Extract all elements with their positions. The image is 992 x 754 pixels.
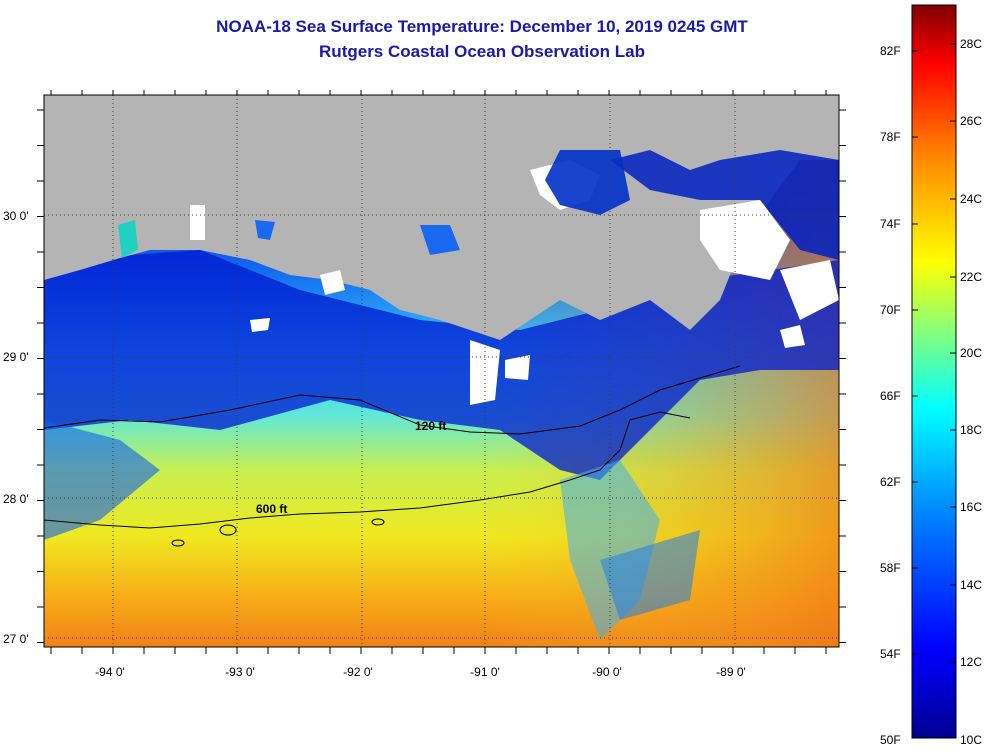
cold-eddy (600, 530, 700, 620)
cold-bay-water (545, 150, 630, 215)
colorbar-ticks (912, 43, 956, 663)
colorbar-f-label: 70F (880, 303, 901, 317)
colorbar-f-label: 58F (880, 561, 901, 575)
contour-label-600ft: 600 ft (256, 502, 287, 516)
map-image (44, 95, 839, 647)
cloud (505, 355, 530, 380)
isobath-600ft (44, 411, 691, 529)
colorbar-c-label: 10C (960, 733, 983, 747)
cloud (190, 205, 205, 240)
lon-label: -94 0' (95, 665, 125, 679)
colorbar-c-label: 22C (960, 270, 983, 284)
colorbar-c-label: 26C (960, 114, 983, 128)
isobath-island (219, 524, 237, 536)
graticule (44, 95, 839, 647)
isobath-120ft (44, 365, 741, 435)
contour-label-120ft: 120 ft (415, 419, 446, 433)
map-title: NOAA-18 Sea Surface Temperature: Decembe… (216, 17, 748, 36)
colorbar (911, 4, 957, 739)
cloud (700, 200, 790, 280)
cloud (470, 340, 500, 405)
cold-bay-water (610, 150, 839, 260)
cloud (250, 318, 270, 332)
lake (118, 220, 138, 258)
lat-label: 29 0' (3, 350, 29, 364)
isobath-island (171, 539, 185, 547)
isobath-island (371, 518, 385, 526)
colorbar-c-label: 24C (960, 192, 983, 206)
colorbar-c-label: 20C (960, 346, 983, 360)
colorbar-f-label: 66F (880, 389, 901, 403)
lon-label: -92 0' (343, 665, 373, 679)
colorbar-c-label: 16C (960, 500, 983, 514)
cloud (780, 325, 805, 348)
lon-label: -91 0' (470, 665, 500, 679)
lon-label: -89 0' (716, 665, 746, 679)
colorbar-f-label: 62F (880, 475, 901, 489)
colorbar-c-label: 28C (960, 37, 983, 51)
colorbar-f-label: 74F (880, 217, 901, 231)
cloud (780, 260, 839, 320)
colorbar-f-label: 78F (880, 130, 901, 144)
cold-nearshore-water (44, 250, 839, 480)
lat-label: 28 0' (3, 492, 29, 506)
axis-ticks (37, 90, 846, 654)
colorbar-c-label: 14C (960, 578, 983, 592)
colorbar-c-label: 12C (960, 655, 983, 669)
cloud (320, 270, 345, 295)
map-subtitle: Rutgers Coastal Ocean Observation Lab (319, 42, 645, 61)
lat-label: 27 0' (3, 632, 29, 646)
colorbar-f-label: 82F (880, 44, 901, 58)
lake (420, 225, 460, 255)
colorbar-f-label: 54F (880, 647, 901, 661)
lon-label: -90 0' (592, 665, 622, 679)
colorbar-f-label: 50F (880, 733, 901, 747)
cold-plume-west (44, 420, 160, 540)
map-frame (43, 94, 840, 648)
colorbar-c-label: 18C (960, 423, 983, 437)
lake (255, 220, 275, 240)
lon-label: -93 0' (225, 665, 255, 679)
lat-label: 30 0' (3, 209, 29, 223)
